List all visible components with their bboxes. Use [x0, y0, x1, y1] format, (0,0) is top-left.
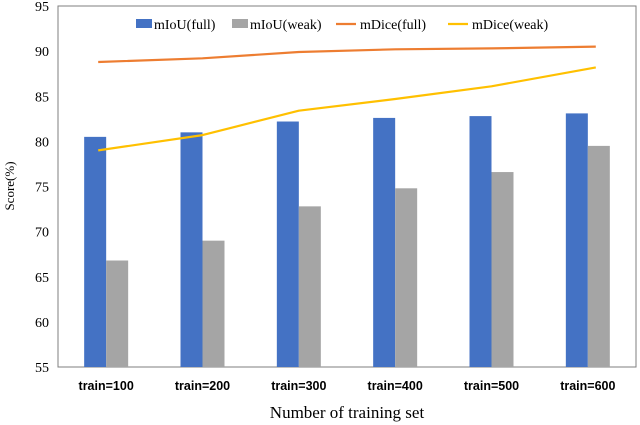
- bar-miou-weak--1: [202, 240, 225, 367]
- y-tick-label: 65: [35, 271, 49, 286]
- legend-label-0: mIoU(full): [154, 18, 216, 33]
- bar-miou-weak--4: [491, 172, 514, 367]
- line-mdice-weak-: [98, 66, 596, 152]
- legend-label-1: mIoU(weak): [250, 18, 322, 33]
- x-tick-label: train=400: [368, 379, 423, 393]
- y-tick-label: 95: [35, 0, 49, 15]
- y-axis-ticks: 55 60 65 70 75 80 85 90 95: [35, 0, 49, 376]
- lines-layer: [98, 45, 596, 152]
- bar-miou-weak--5: [587, 145, 610, 367]
- plot-area-frame: [57, 5, 637, 368]
- x-tick-label: train=600: [560, 379, 615, 393]
- x-tick-label: train=300: [271, 379, 326, 393]
- y-tick-label: 70: [35, 226, 49, 241]
- y-tick-label: 60: [35, 316, 49, 331]
- y-tick-label: 90: [35, 45, 49, 60]
- x-tick-label: train=100: [79, 379, 134, 393]
- legend-swatch-0: [136, 19, 152, 28]
- x-axis-title: Number of training set: [270, 403, 425, 422]
- y-tick-label: 80: [35, 135, 49, 150]
- legend-swatch-1: [232, 19, 248, 28]
- bar-miou-weak--2: [298, 206, 321, 367]
- line-mdice-full-: [98, 45, 596, 64]
- bar-miou-weak--0: [106, 260, 129, 367]
- bar-miou-full--5: [565, 113, 588, 368]
- x-tick-label: train=500: [464, 379, 519, 393]
- bar-miou-full--1: [180, 132, 203, 367]
- legend: mIoU(full) mIoU(weak) mDice(full) mDice(wea…: [136, 18, 549, 33]
- bars-layer: [84, 113, 610, 368]
- y-tick-label: 85: [35, 90, 49, 105]
- bar-miou-weak--3: [395, 188, 418, 367]
- x-tick-label: train=200: [175, 379, 230, 393]
- legend-label-3: mDice(weak): [472, 18, 549, 33]
- bar-miou-full--2: [276, 121, 299, 368]
- x-axis-ticks: train=100 train=200 train=300 train=400 trai…: [79, 379, 616, 393]
- legend-label-2: mDice(full): [360, 18, 426, 33]
- bar-miou-full--0: [84, 136, 107, 367]
- bar-miou-full--4: [469, 116, 492, 367]
- y-axis-title: Score(%): [2, 161, 17, 210]
- y-tick-label: 75: [35, 181, 49, 196]
- y-tick-label: 55: [35, 361, 49, 376]
- bar-miou-full--3: [373, 117, 396, 367]
